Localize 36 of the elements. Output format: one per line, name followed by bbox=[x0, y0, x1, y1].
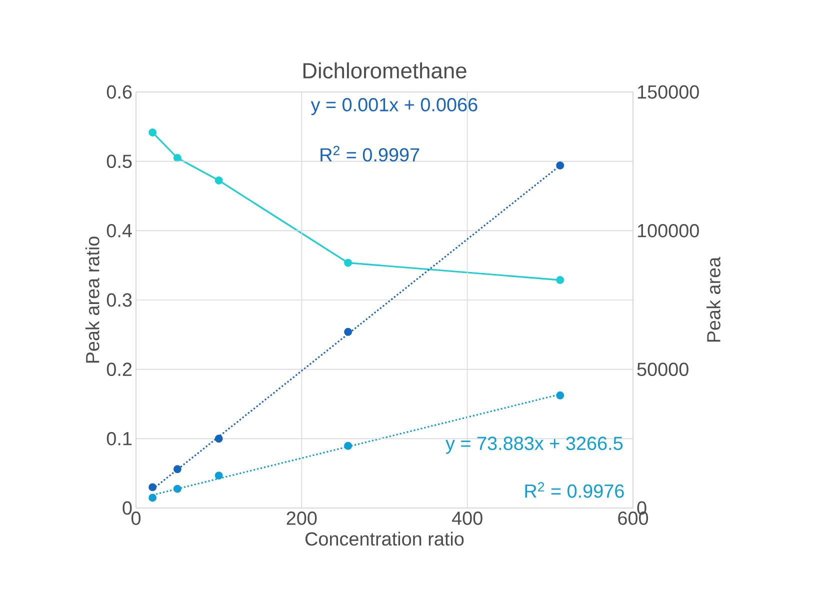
annotation: y = 73.883x + 3266.5 bbox=[446, 436, 623, 454]
point bbox=[173, 465, 182, 474]
point bbox=[344, 258, 352, 267]
y-tick-label: 0.3 bbox=[106, 293, 132, 307]
y-tick-label: 0.4 bbox=[106, 224, 132, 238]
chart-title: Dichloromethane bbox=[303, 62, 466, 79]
y2-tick-label: 150000 bbox=[638, 85, 699, 99]
y2-tick-label: 100000 bbox=[638, 224, 699, 238]
point bbox=[344, 328, 352, 336]
point bbox=[148, 128, 157, 136]
point bbox=[556, 162, 564, 170]
point bbox=[556, 276, 564, 284]
y-axis-title: Peak area ratio bbox=[85, 236, 100, 363]
y-tick-label: 0.2 bbox=[106, 362, 132, 376]
annotation: R$^{2}$ = 0.9997 bbox=[320, 146, 420, 162]
y-tick-label: 0 bbox=[122, 501, 132, 515]
x-tick-label: 400 bbox=[452, 512, 482, 525]
point bbox=[214, 472, 223, 480]
point bbox=[148, 483, 157, 492]
point bbox=[173, 154, 182, 162]
x-tick-label: 200 bbox=[286, 512, 317, 525]
y-tick-label: 0.5 bbox=[106, 154, 132, 168]
point bbox=[344, 442, 352, 450]
point bbox=[556, 391, 564, 400]
y2-axis-title: Peak area bbox=[706, 256, 720, 342]
point bbox=[148, 494, 157, 502]
annotation: R$^{2}$ = 0.9976 bbox=[525, 482, 624, 498]
annotation: y = 0.001x + 0.0066 bbox=[310, 98, 478, 116]
point bbox=[214, 434, 223, 443]
y2-tick-label: 50000 bbox=[637, 362, 688, 376]
x-tick-label: 0 bbox=[131, 512, 141, 525]
y-tick-label: 0.1 bbox=[106, 432, 132, 446]
y-tick-label: 0.6 bbox=[106, 85, 132, 99]
point bbox=[214, 176, 223, 184]
x-axis-title: Concentration ratio bbox=[305, 532, 464, 546]
point bbox=[173, 484, 182, 493]
